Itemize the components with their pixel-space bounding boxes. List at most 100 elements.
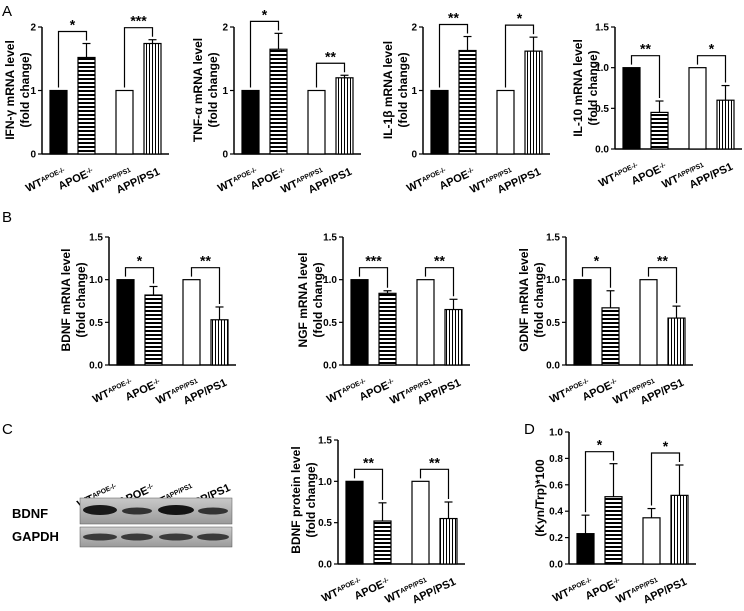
kyn-y-tick-label: 0.6	[549, 480, 563, 491]
il1b-y-tick-label: 2	[411, 23, 417, 34]
il1b-significance-bracket	[504, 24, 535, 88]
bdnf-x-label-apoe-ko-superscript: -/-	[152, 377, 161, 386]
il1b-bar-wt-apoe	[430, 89, 449, 155]
kyn-y-tick-label: 1.0	[549, 428, 563, 439]
bdnfp-x-label-apoe-ko-superscript: -/-	[381, 576, 390, 585]
gdnf-y-tick-label: 0.5	[546, 318, 560, 329]
gdnf-significance-bracket	[581, 267, 612, 288]
il1b-bar-wt-app-ps1	[496, 89, 515, 155]
blot-lane-label-wt-apoe-superscript: APOE-/-	[91, 482, 117, 499]
bdnf-y-axis-label: BDNF mRNA level	[59, 249, 73, 352]
blot-band-gapdh-2	[121, 533, 153, 541]
blot-row-label-gapdh: GAPDH	[12, 529, 59, 544]
tnf-significance-bracket	[249, 20, 280, 88]
il10-y-axis-label: (fold change)	[586, 50, 600, 125]
ifn-bar-apoe-ko	[77, 56, 96, 155]
ifn-significance-label: ***	[130, 13, 147, 29]
bdnf-y-tick-label: 1.5	[89, 233, 103, 244]
bdnfp-y-tick-label: 1.5	[318, 436, 332, 447]
il1b-significance-label: *	[517, 10, 523, 26]
gdnf-y-tick-label: 1.0	[546, 275, 560, 286]
tnf-y-tick-label: 2	[222, 23, 228, 34]
il1b-y-tick-label: 1	[411, 86, 417, 97]
tnf-bar-wt-apoe	[241, 89, 260, 155]
ngf-significance-bracket	[424, 267, 455, 297]
gdnf-significance-label: *	[594, 253, 600, 269]
kyn-x-label-apoe-ko-superscript: -/-	[612, 576, 621, 585]
ngf-bar-wt-app-ps1	[416, 279, 435, 366]
blot-band-bdnf-3	[158, 505, 194, 515]
kyn-significance-bracket	[584, 451, 615, 513]
gdnf-y-axis-label: (fold change)	[532, 262, 546, 337]
il1b-y-tick-label: 0	[411, 150, 417, 161]
ngf-y-axis-label: NGF mRNA level	[296, 253, 310, 348]
gdnf-significance-label: **	[657, 253, 668, 269]
bdnf-bar-wt-app-ps1	[182, 279, 201, 366]
ngf-significance-bracket	[358, 267, 389, 288]
ifn-significance-bracket	[123, 27, 154, 88]
ngf-y-tick-label: 0.5	[323, 318, 337, 329]
bdnf-significance-label: *	[137, 253, 143, 269]
ngf-bar-app-ps1	[444, 308, 463, 366]
tnf-y-tick-label: 0	[222, 150, 228, 161]
bdnf-y-tick-label: 0.5	[89, 318, 103, 329]
tnf-bar-app-ps1	[335, 77, 354, 155]
bdnfp-bar-wt-app-ps1	[411, 480, 430, 565]
bdnfp-significance-label: **	[429, 454, 440, 470]
ifn-significance-label: *	[70, 17, 76, 33]
kyn-significance-label: *	[663, 438, 669, 454]
bdnfp-y-tick-label: 0.5	[318, 518, 332, 529]
ngf-significance-label: **	[434, 253, 445, 269]
il10-significance-label: *	[709, 41, 715, 57]
il10-bar-wt-app-ps1	[688, 67, 707, 150]
tnf-y-tick-label: 1	[222, 86, 228, 97]
ifn-bar-app-ps1	[143, 42, 162, 155]
ngf-x-label-apoe-ko-superscript: -/-	[386, 377, 395, 386]
chart-il-10: 0.0 0.5 1.0 1.5 IL-10 mRNA level (fold change…	[571, 23, 742, 191]
bdnfp-y-tick-label: 0.0	[318, 560, 332, 571]
blot-lane-label-apoe-ko-superscript: -/-	[146, 482, 155, 491]
blot-band-bdnf-2	[122, 507, 152, 515]
panel-label-b: B	[2, 209, 12, 226]
chart-gdnf-mrna: 0.0 0.5 1.0 1.5 GDNF mRNA level (fold change)…	[517, 233, 693, 407]
bdnfp-significance-bracket	[419, 468, 450, 499]
panel-label-a: A	[2, 3, 12, 20]
tnf-bar-apoe-ko	[269, 48, 288, 155]
il1b-bar-apoe-ko	[458, 49, 477, 155]
tnf-y-axis-label: TNF-α mRNA level	[191, 38, 205, 142]
bdnf-bar-wt-apoe	[116, 279, 135, 366]
il1b-bar-app-ps1	[524, 50, 543, 155]
bdnf-y-tick-label: 0.0	[89, 361, 103, 372]
gdnf-bar-app-ps1	[667, 317, 686, 366]
tnf-y-axis-label: (fold change)	[206, 52, 220, 127]
blot-band-bdnf-4	[198, 507, 228, 515]
il1b-significance-label: **	[448, 10, 459, 26]
kyn-y-tick-label: 0.8	[549, 454, 563, 465]
ifn-y-tick-label: 0	[30, 150, 36, 161]
kyn-bar-wt-apoe	[576, 533, 595, 565]
gdnf-y-axis-label: GDNF mRNA level	[517, 248, 531, 352]
tnf-bar-wt-app-ps1	[307, 89, 326, 155]
il1b-significance-bracket	[438, 23, 469, 88]
ngf-y-tick-label: 1.5	[323, 233, 337, 244]
il10-bar-apoe-ko	[650, 111, 669, 150]
blot-band-gapdh-4	[197, 533, 229, 541]
chart-kyn-trp: 0.00.20.40.60.81.0(Kyn/Trp)*100* *WTAPOE-…	[533, 428, 696, 606]
gdnf-x-label-apoe-ko-superscript: -/-	[609, 377, 618, 386]
il10-significance-bracket	[630, 55, 661, 99]
blot-band-gapdh-1	[83, 533, 117, 541]
blot-strip-gapdh	[79, 526, 233, 548]
bdnf-significance-bracket	[124, 267, 155, 284]
kyn-y-tick-label: 0.0	[549, 560, 563, 571]
bdnfp-bar-apoe-ko	[373, 520, 392, 565]
ifn-bar-wt-apoe	[49, 89, 68, 155]
bdnf-significance-label: **	[200, 253, 211, 269]
chart-bdnf-mrna: 0.0 0.5 1.0 1.5 BDNF mRNA level (fold change)…	[59, 233, 236, 407]
ifn-bar-wt-app-ps1	[115, 89, 134, 155]
il10-y-tick-label: 0.5	[595, 104, 609, 115]
ifn-y-tick-label: 1	[30, 86, 36, 97]
ifn-y-axis-label: IFN-γ mRNA level	[3, 40, 17, 140]
